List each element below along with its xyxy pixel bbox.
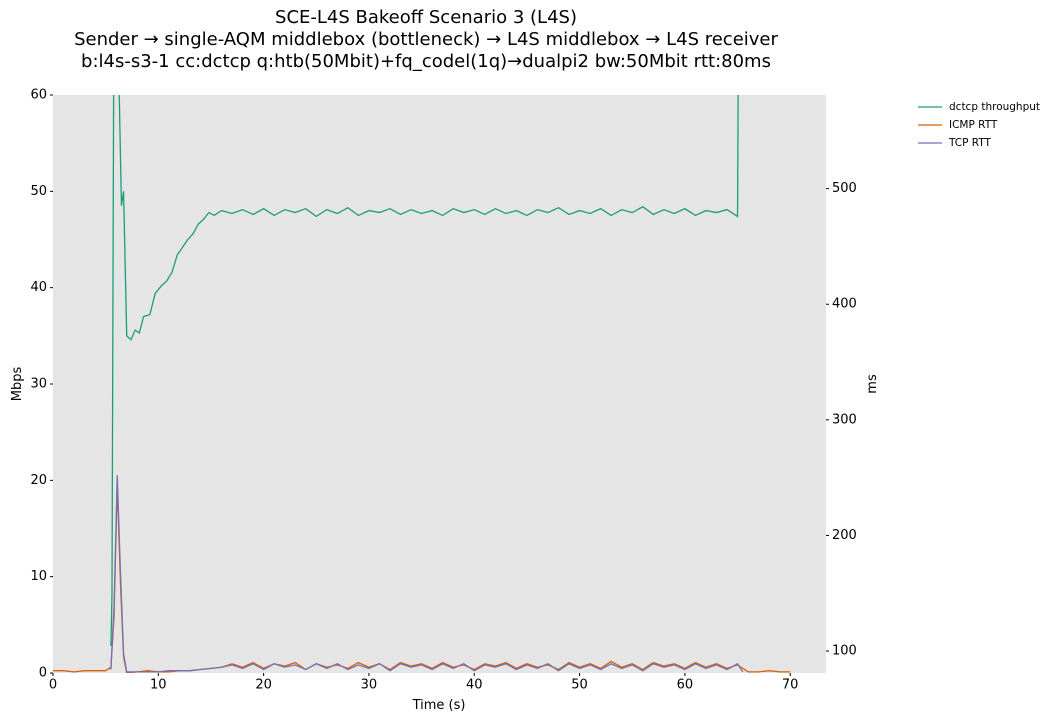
y2-tick-label: 100 [832, 644, 857, 659]
y-tick-label: 10 [30, 569, 47, 584]
x-tick-label: 70 [782, 678, 799, 693]
plot-area [53, 95, 826, 673]
y2-axis-label: ms [865, 374, 880, 394]
x-tick-label: 40 [466, 678, 483, 693]
chart-title: SCE-L4S Bakeoff Scenario 3 (L4S) [275, 7, 577, 28]
y-tick-label: 60 [30, 88, 47, 103]
x-tick-label: 0 [49, 678, 57, 693]
y-tick-label: 0 [39, 666, 47, 681]
series-line [110, 95, 739, 647]
x-tick-label: 30 [361, 678, 378, 693]
chart-subtitle: b:l4s-s3-1 cc:dctcp q:htb(50Mbit)+fq_cod… [81, 51, 771, 72]
y2-tick-label: 400 [832, 297, 857, 312]
x-tick-label: 60 [677, 678, 694, 693]
x-tick-label: 20 [255, 678, 272, 693]
legend-label: ICMP RTT [949, 119, 998, 131]
x-tick-label: 10 [150, 678, 167, 693]
legend-label: dctcp throughput [949, 101, 1040, 113]
y2-tick-label: 300 [832, 412, 857, 427]
legend-label: TCP RTT [948, 137, 992, 149]
plot-lines [53, 95, 791, 673]
y-tick-label: 50 [30, 184, 47, 199]
chart-subtitle: Sender → single-AQM middlebox (bottlenec… [74, 29, 778, 50]
y-axis-label: Mbps [10, 367, 25, 402]
y2-tick-label: 500 [832, 181, 857, 196]
series-line [110, 475, 744, 673]
x-tick-label: 50 [571, 678, 588, 693]
y2-tick-label: 200 [832, 528, 857, 543]
x-axis-label: Time (s) [412, 698, 466, 713]
y-tick-label: 40 [30, 280, 47, 295]
y-tick-label: 20 [30, 473, 47, 488]
y-tick-label: 30 [30, 377, 47, 392]
